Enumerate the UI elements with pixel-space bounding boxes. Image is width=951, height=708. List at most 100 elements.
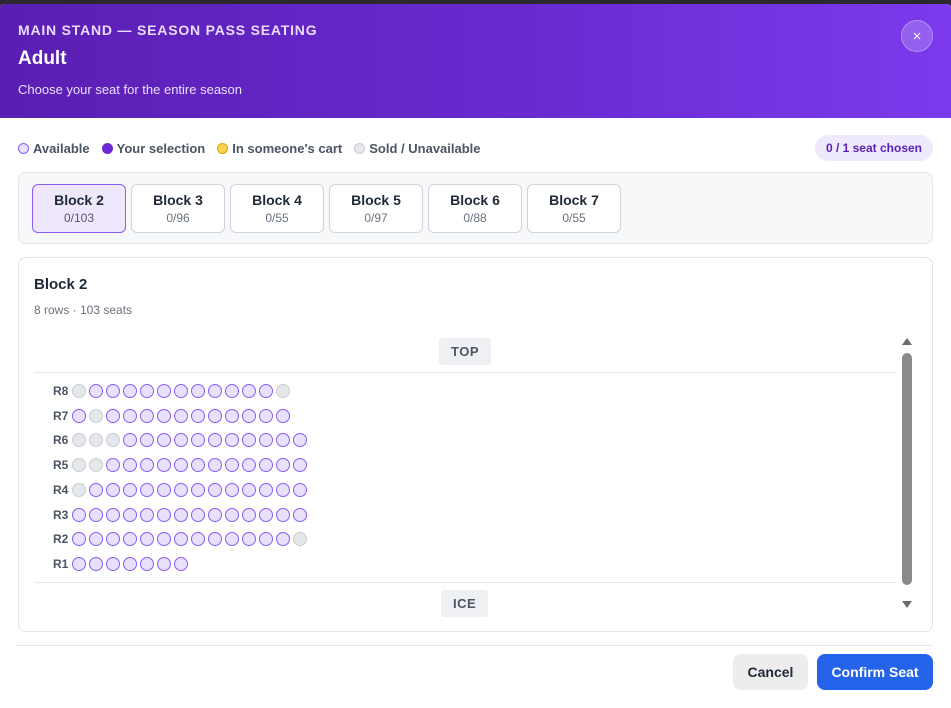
seat-available[interactable] [208, 508, 222, 522]
seat-available[interactable] [242, 508, 256, 522]
seat-available[interactable] [174, 532, 188, 546]
seat-available[interactable] [72, 409, 86, 423]
seat-available[interactable] [157, 508, 171, 522]
seat-available[interactable] [140, 483, 154, 497]
seat-available[interactable] [89, 508, 103, 522]
seat-available[interactable] [225, 409, 239, 423]
seat-available[interactable] [276, 409, 290, 423]
seat-available[interactable] [123, 532, 137, 546]
seat-available[interactable] [259, 433, 273, 447]
seat-available[interactable] [72, 508, 86, 522]
seat-available[interactable] [259, 483, 273, 497]
seat-available[interactable] [140, 532, 154, 546]
confirm-seat-button[interactable]: Confirm Seat [817, 654, 933, 690]
scroll-thumb[interactable] [902, 353, 912, 585]
seat-available[interactable] [259, 409, 273, 423]
seat-available[interactable] [276, 532, 290, 546]
seat-available[interactable] [225, 532, 239, 546]
seat-available[interactable] [174, 409, 188, 423]
seat-available[interactable] [72, 532, 86, 546]
seat-available[interactable] [140, 384, 154, 398]
seat-available[interactable] [106, 458, 120, 472]
seat-available[interactable] [106, 409, 120, 423]
seat-available[interactable] [208, 409, 222, 423]
seat-available[interactable] [123, 557, 137, 571]
seat-available[interactable] [242, 532, 256, 546]
seat-available[interactable] [208, 483, 222, 497]
seat-available[interactable] [191, 483, 205, 497]
scroll-up-icon[interactable] [902, 338, 912, 345]
seat-available[interactable] [191, 384, 205, 398]
seat-available[interactable] [106, 557, 120, 571]
seat-available[interactable] [174, 433, 188, 447]
seat-available[interactable] [293, 458, 307, 472]
seat-available[interactable] [157, 557, 171, 571]
seat-available[interactable] [123, 384, 137, 398]
seat-available[interactable] [259, 508, 273, 522]
seat-available[interactable] [276, 433, 290, 447]
block-tab-5[interactable]: Block 5 0/97 [329, 184, 423, 233]
seat-available[interactable] [140, 409, 154, 423]
block-tab-7[interactable]: Block 7 0/55 [527, 184, 621, 233]
seat-available[interactable] [191, 409, 205, 423]
seat-available[interactable] [242, 409, 256, 423]
seat-available[interactable] [174, 458, 188, 472]
seat-available[interactable] [208, 433, 222, 447]
seat-available[interactable] [191, 433, 205, 447]
seat-available[interactable] [174, 508, 188, 522]
seat-available[interactable] [225, 458, 239, 472]
block-tab-3[interactable]: Block 3 0/96 [131, 184, 225, 233]
seat-available[interactable] [293, 508, 307, 522]
seat-available[interactable] [242, 384, 256, 398]
seat-available[interactable] [157, 532, 171, 546]
seat-available[interactable] [106, 508, 120, 522]
seat-available[interactable] [106, 532, 120, 546]
seat-available[interactable] [191, 458, 205, 472]
seat-available[interactable] [225, 508, 239, 522]
seat-available[interactable] [106, 384, 120, 398]
seat-available[interactable] [123, 433, 137, 447]
seat-available[interactable] [89, 557, 103, 571]
seat-available[interactable] [225, 483, 239, 497]
seat-available[interactable] [191, 532, 205, 546]
seat-available[interactable] [191, 508, 205, 522]
block-tab-4[interactable]: Block 4 0/55 [230, 184, 324, 233]
seat-available[interactable] [157, 384, 171, 398]
seat-available[interactable] [89, 532, 103, 546]
cancel-button[interactable]: Cancel [733, 654, 808, 690]
seat-available[interactable] [123, 409, 137, 423]
seat-available[interactable] [123, 508, 137, 522]
seat-available[interactable] [242, 483, 256, 497]
seat-available[interactable] [174, 557, 188, 571]
seat-available[interactable] [276, 458, 290, 472]
seat-available[interactable] [157, 458, 171, 472]
block-tab-2[interactable]: Block 2 0/103 [32, 184, 126, 233]
seat-available[interactable] [259, 458, 273, 472]
seat-available[interactable] [72, 557, 86, 571]
close-button[interactable]: × [901, 20, 933, 52]
seat-available[interactable] [106, 483, 120, 497]
seat-available[interactable] [123, 458, 137, 472]
seat-available[interactable] [225, 384, 239, 398]
seat-available[interactable] [293, 483, 307, 497]
seat-available[interactable] [242, 458, 256, 472]
seat-available[interactable] [174, 483, 188, 497]
seat-available[interactable] [242, 433, 256, 447]
seat-available[interactable] [89, 384, 103, 398]
seat-available[interactable] [89, 483, 103, 497]
scroll-down-icon[interactable] [902, 601, 912, 608]
seat-available[interactable] [157, 409, 171, 423]
seat-available[interactable] [174, 384, 188, 398]
seat-available[interactable] [276, 508, 290, 522]
seat-available[interactable] [140, 557, 154, 571]
seat-available[interactable] [157, 433, 171, 447]
seat-available[interactable] [140, 433, 154, 447]
seat-available[interactable] [276, 483, 290, 497]
seat-available[interactable] [157, 483, 171, 497]
seat-available[interactable] [123, 483, 137, 497]
seat-available[interactable] [208, 384, 222, 398]
seat-available[interactable] [208, 458, 222, 472]
seat-available[interactable] [259, 384, 273, 398]
seat-map-scrollbar[interactable] [900, 333, 914, 613]
seat-available[interactable] [140, 458, 154, 472]
